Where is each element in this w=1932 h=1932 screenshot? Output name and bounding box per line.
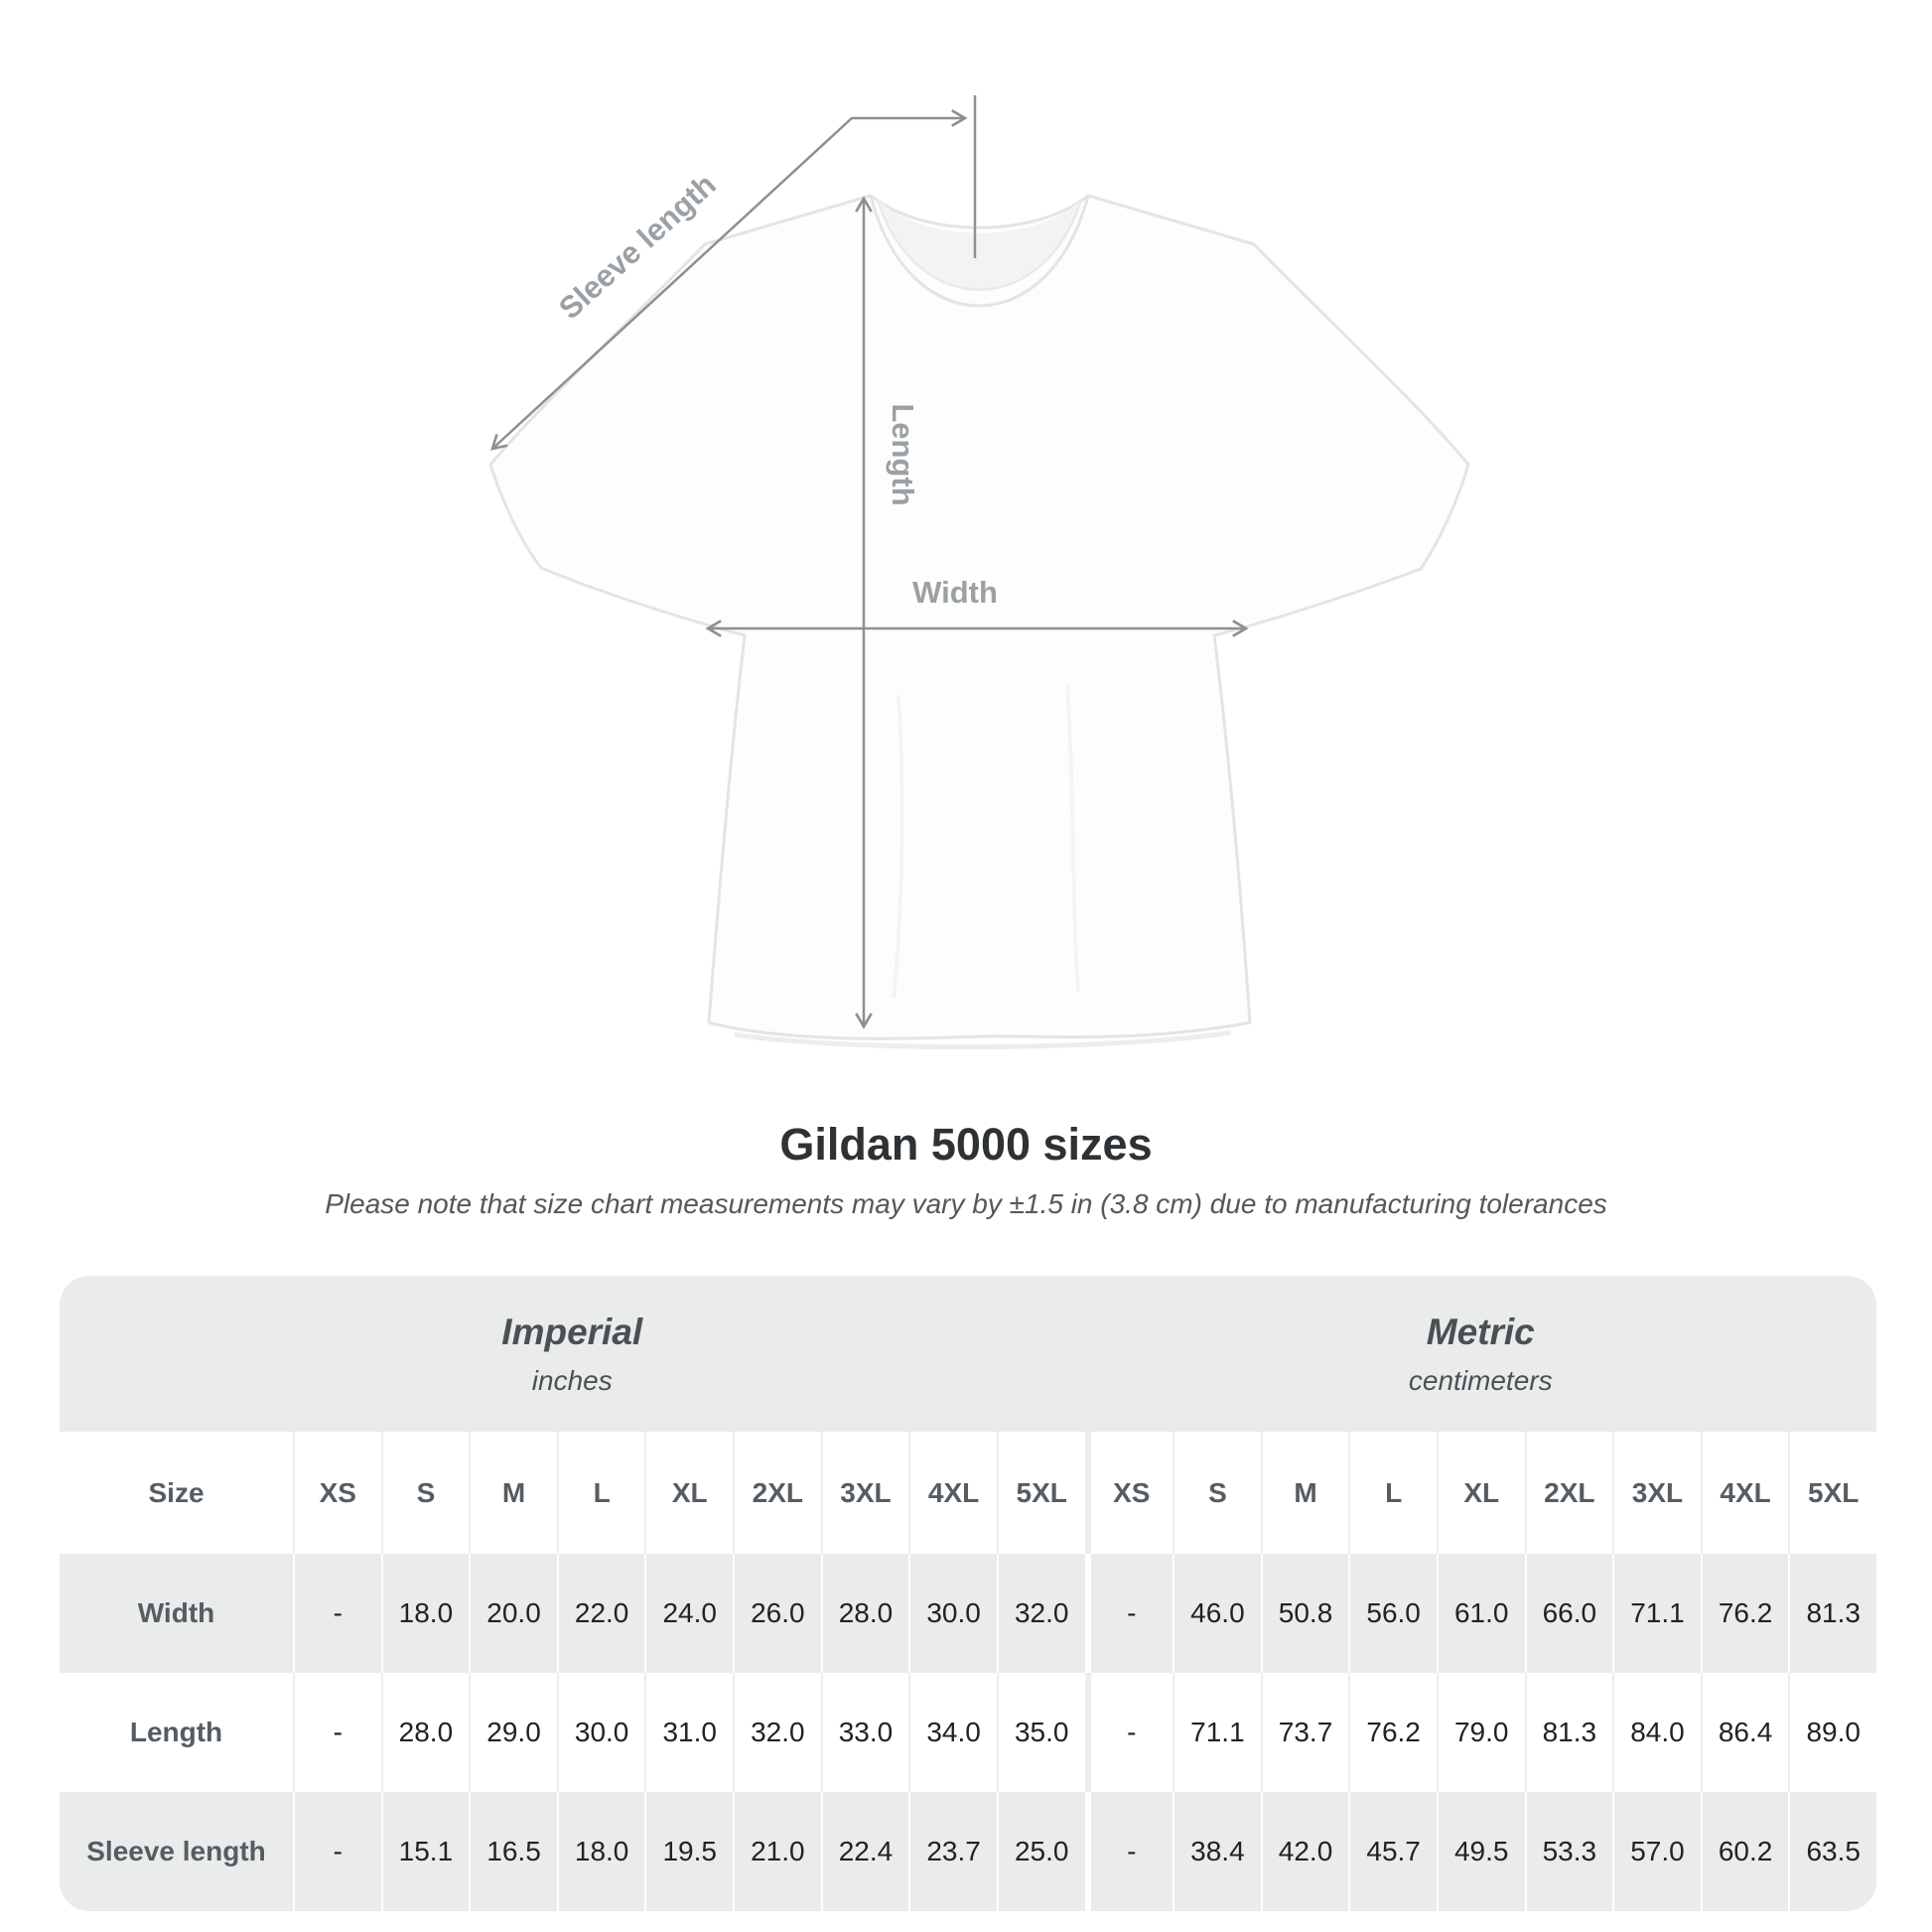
col-header-metric-4xl: 4XL: [1700, 1432, 1789, 1554]
cell-value: 73.7: [1260, 1673, 1349, 1792]
cell-value: 61.0: [1436, 1554, 1525, 1673]
measurement-annotations: [490, 95, 1249, 1030]
unit-group-imperial: Imperial inches: [60, 1276, 1085, 1432]
cell-value: 26.0: [733, 1554, 821, 1673]
col-header-imperial-xs: XS: [293, 1432, 381, 1554]
col-header-metric-m: M: [1260, 1432, 1349, 1554]
col-header-imperial-3xl: 3XL: [820, 1432, 909, 1554]
tshirt-body: [488, 194, 1470, 1040]
col-header-imperial-l: L: [556, 1432, 645, 1554]
cell-value: 45.7: [1348, 1792, 1437, 1911]
cell-value: 23.7: [908, 1792, 997, 1911]
col-header-metric-s: S: [1173, 1432, 1261, 1554]
cell-value: -: [293, 1792, 381, 1911]
cell-value: -: [1084, 1673, 1173, 1792]
cell-value: 21.0: [733, 1792, 821, 1911]
col-header-metric-2xl: 2XL: [1524, 1432, 1613, 1554]
cell-value: 20.0: [469, 1554, 557, 1673]
cell-value: 32.0: [996, 1554, 1085, 1673]
col-header-metric-xl: XL: [1436, 1432, 1525, 1554]
cell-value: 79.0: [1436, 1673, 1525, 1792]
sleeve-length-arrow: [490, 109, 968, 451]
cell-value: 89.0: [1788, 1673, 1876, 1792]
cell-value: 30.0: [556, 1673, 645, 1792]
cell-value: 57.0: [1612, 1792, 1701, 1911]
cell-value: 81.3: [1524, 1673, 1613, 1792]
cell-value: 29.0: [469, 1673, 557, 1792]
col-header-size: Size: [60, 1432, 293, 1554]
cell-value: 35.0: [996, 1673, 1085, 1792]
wrinkle-line: [892, 694, 904, 999]
width-label: Width: [912, 575, 998, 610]
col-header-metric-l: L: [1348, 1432, 1437, 1554]
page-subtitle: Please note that size chart measurements…: [325, 1188, 1607, 1219]
unit-group-unit: inches: [531, 1364, 613, 1396]
col-header-imperial-4xl: 4XL: [908, 1432, 997, 1554]
tshirt-diagram: Sleeve length Length Width: [488, 95, 1470, 1050]
col-header-imperial-5xl: 5XL: [996, 1432, 1085, 1554]
cell-value: 19.5: [644, 1792, 734, 1911]
tshirt-illustration: [488, 194, 1470, 1050]
cell-value: 30.0: [908, 1554, 997, 1673]
unit-group-metric: Metric centimeters: [1084, 1276, 1876, 1432]
cell-value: 31.0: [644, 1673, 734, 1792]
cell-value: 24.0: [644, 1554, 734, 1673]
cell-value: 38.4: [1173, 1792, 1261, 1911]
col-header-imperial-s: S: [380, 1432, 470, 1554]
cell-value: 28.0: [820, 1554, 909, 1673]
cell-value: -: [293, 1673, 381, 1792]
cell-value: 49.5: [1436, 1792, 1525, 1911]
cell-value: 53.3: [1524, 1792, 1613, 1911]
col-header-imperial-2xl: 2XL: [733, 1432, 821, 1554]
cell-value: 22.0: [556, 1554, 645, 1673]
cell-value: 18.0: [556, 1792, 645, 1911]
hem-shadow: [734, 1030, 1232, 1050]
cell-value: 63.5: [1788, 1792, 1876, 1911]
cell-value: 18.0: [380, 1554, 470, 1673]
cell-value: 56.0: [1348, 1554, 1437, 1673]
cell-value: 32.0: [733, 1673, 821, 1792]
col-header-metric-5xl: 5XL: [1788, 1432, 1876, 1554]
row-label: Length: [60, 1673, 293, 1792]
cell-value: 15.1: [380, 1792, 470, 1911]
unit-group-name: Metric: [1426, 1311, 1535, 1352]
cell-value: -: [293, 1554, 381, 1673]
col-header-metric-xs: XS: [1084, 1432, 1173, 1554]
cell-value: 66.0: [1524, 1554, 1613, 1673]
cell-value: 71.1: [1173, 1673, 1261, 1792]
col-header-imperial-m: M: [469, 1432, 557, 1554]
cell-value: 34.0: [908, 1673, 997, 1792]
row-label: Width: [60, 1554, 293, 1673]
cell-value: 76.2: [1700, 1554, 1789, 1673]
length-label: Length: [886, 403, 920, 505]
row-label: Sleeve length: [60, 1792, 293, 1911]
unit-group-name: Imperial: [501, 1311, 643, 1352]
cell-value: 76.2: [1348, 1673, 1437, 1792]
cell-value: 42.0: [1260, 1792, 1349, 1911]
cell-value: 86.4: [1700, 1673, 1789, 1792]
cell-value: 71.1: [1612, 1554, 1701, 1673]
cell-value: 84.0: [1612, 1673, 1701, 1792]
page-title: Gildan 5000 sizes: [779, 1119, 1153, 1170]
col-header-imperial-xl: XL: [644, 1432, 734, 1554]
cell-value: 28.0: [380, 1673, 470, 1792]
unit-group-unit: centimeters: [1408, 1364, 1553, 1396]
cell-value: 16.5: [469, 1792, 557, 1911]
cell-value: 81.3: [1788, 1554, 1876, 1673]
cell-value: 33.0: [820, 1673, 909, 1792]
wrinkle-line: [1065, 684, 1080, 994]
cell-value: -: [1084, 1792, 1173, 1911]
cell-value: 50.8: [1260, 1554, 1349, 1673]
cell-value: 25.0: [996, 1792, 1085, 1911]
cell-value: 22.4: [820, 1792, 909, 1911]
cell-value: -: [1084, 1554, 1173, 1673]
col-header-metric-3xl: 3XL: [1612, 1432, 1701, 1554]
size-table: Imperial inches Metric centimeters Size X…: [60, 1276, 1876, 1911]
cell-value: 46.0: [1173, 1554, 1261, 1673]
cell-value: 60.2: [1700, 1792, 1789, 1911]
